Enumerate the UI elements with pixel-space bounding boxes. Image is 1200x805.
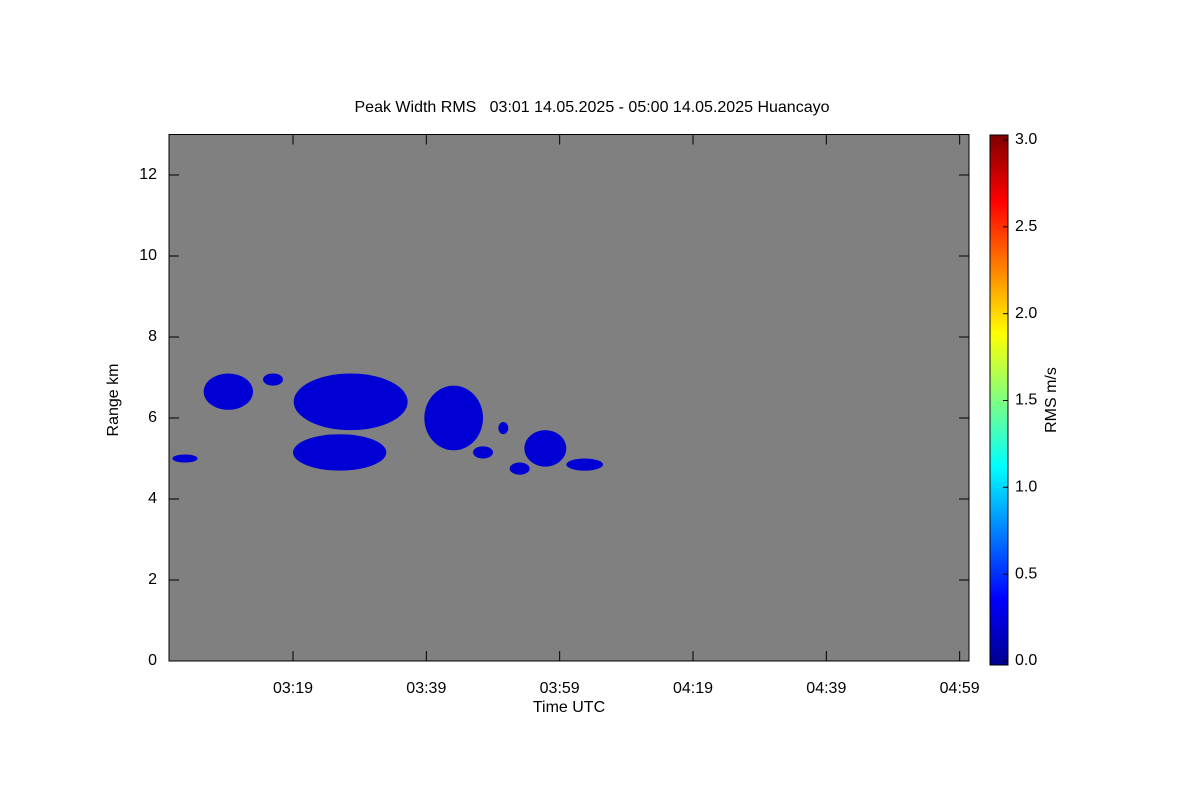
x-tick-label: 04:39 — [806, 680, 846, 697]
x-tick-label: 04:59 — [940, 680, 980, 697]
x-tick-label: 03:59 — [540, 680, 580, 697]
echo-cell — [293, 373, 408, 431]
colorbar-tick-label: 3.0 — [1015, 131, 1037, 148]
y-tick-label: 0 — [148, 652, 157, 669]
colorbar-tick-label: 0.5 — [1015, 565, 1037, 582]
y-tick-label: 12 — [139, 166, 157, 183]
plot-frame — [168, 134, 970, 662]
colorbar-tick-label: 2.0 — [1015, 305, 1037, 322]
y-tick-label: 2 — [148, 571, 157, 588]
echo-cell — [203, 373, 253, 410]
colorbar-tick-label: 2.5 — [1015, 218, 1037, 235]
x-tick-label: 03:39 — [406, 680, 446, 697]
colorbar-tick-label: 1.5 — [1015, 392, 1037, 409]
echo-cell — [498, 422, 509, 435]
x-tick-label: 04:19 — [673, 680, 713, 697]
echo-cell — [263, 373, 283, 386]
echo-cell — [509, 462, 530, 475]
y-axis-label: Range km — [105, 364, 122, 437]
echo-cell — [473, 446, 493, 459]
x-tick-label: 03:19 — [273, 680, 313, 697]
echo-cell — [566, 458, 604, 471]
echo-cell — [424, 385, 483, 451]
echo-cell — [293, 434, 387, 471]
chart-title: Peak Width RMS 03:01 14.05.2025 - 05:00 … — [355, 99, 830, 116]
colorbar-tick-label: 1.0 — [1015, 479, 1037, 496]
colorbar-tick-label: 0.0 — [1015, 652, 1037, 669]
echo-cell — [172, 454, 198, 463]
y-tick-label: 4 — [148, 490, 157, 507]
y-tick-label: 8 — [148, 328, 157, 345]
x-axis-label: Time UTC — [533, 699, 605, 716]
colorbar-label: RMS m/s — [1043, 367, 1060, 433]
y-tick-label: 10 — [139, 247, 157, 264]
plot-background — [169, 134, 969, 661]
y-tick-label: 6 — [148, 409, 157, 426]
echo-cell — [524, 430, 567, 467]
